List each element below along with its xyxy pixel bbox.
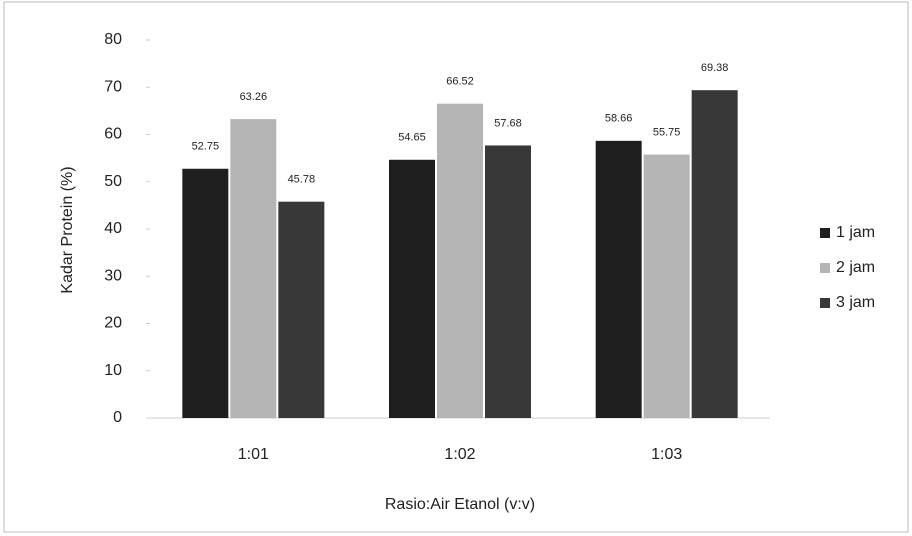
value-label: 45.78	[288, 174, 316, 186]
bar	[389, 159, 435, 418]
value-label: 58.66	[605, 113, 633, 125]
y-axis-title: Kadar Protein (%)	[59, 166, 76, 293]
legend-swatch	[820, 228, 830, 238]
value-label: 57.68	[494, 117, 522, 129]
y-tick-label: 30	[104, 267, 122, 284]
bar	[278, 201, 325, 418]
legend-label: 1 jam	[836, 224, 875, 241]
bar	[691, 90, 738, 418]
x-tick-label: 1:02	[444, 446, 475, 463]
y-tick-label: 70	[104, 78, 122, 95]
bar	[643, 154, 690, 419]
y-tick-label: 50	[104, 173, 122, 190]
value-label: 54.65	[398, 132, 426, 144]
y-tick-label: 0	[113, 409, 122, 426]
y-tick-label: 10	[104, 362, 122, 379]
bar	[485, 145, 531, 418]
x-tick-label: 1:01	[238, 446, 269, 463]
x-axis-title: Rasio:Air Etanol (v:v)	[385, 496, 535, 513]
legend-label: 2 jam	[836, 259, 875, 276]
x-tick-label: 1:03	[651, 446, 682, 463]
legend-swatch	[820, 263, 830, 273]
bar	[230, 119, 277, 418]
value-label: 66.52	[446, 76, 474, 88]
value-label: 52.75	[192, 141, 220, 153]
y-tick-label: 40	[104, 220, 122, 237]
y-tick-label: 60	[104, 126, 122, 143]
bar	[595, 140, 642, 419]
legend-swatch	[820, 298, 830, 308]
bar	[182, 168, 229, 418]
value-label: 69.38	[701, 62, 729, 74]
y-tick-label: 20	[104, 315, 122, 332]
value-label: 55.75	[653, 126, 681, 138]
bar	[437, 103, 483, 419]
legend-label: 3 jam	[836, 294, 875, 311]
value-label: 63.26	[240, 91, 268, 103]
y-tick-label: 80	[104, 31, 122, 48]
